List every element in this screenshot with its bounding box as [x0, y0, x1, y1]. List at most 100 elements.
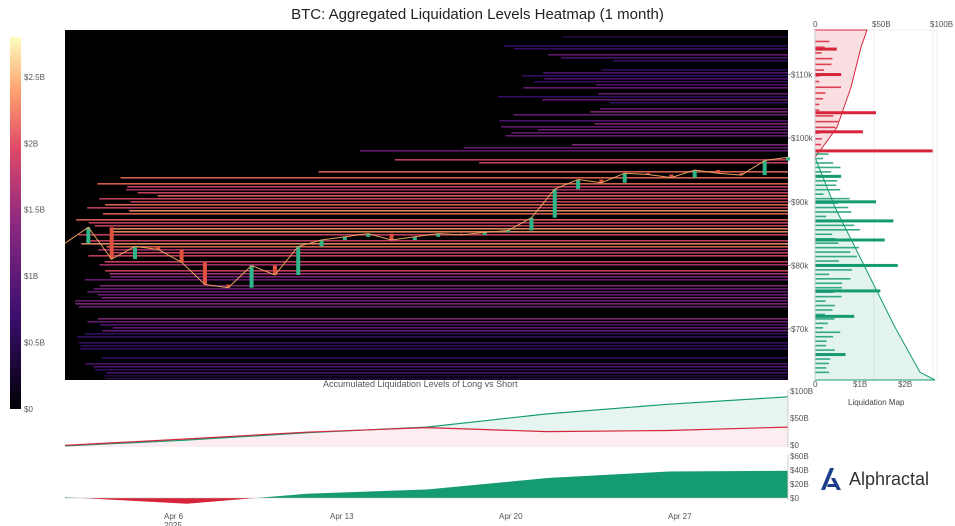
long-liq-bar: [815, 193, 824, 195]
price-tick-label: $80k: [791, 261, 809, 270]
delta-bar-long: [539, 478, 542, 498]
delta-bar-short: [143, 498, 146, 502]
delta-bar-long: [374, 491, 377, 498]
delta-bar-long: [452, 486, 455, 498]
delta-bar-long: [692, 471, 695, 498]
short-liq-bar: [815, 111, 876, 115]
delta-bar-long: [368, 491, 371, 498]
long-liq-bar: [815, 264, 838, 267]
short-liq-bar: [815, 92, 826, 94]
liquidation-band: [499, 120, 788, 122]
delta-bar-long: [665, 471, 668, 498]
delta-bar-long: [410, 489, 413, 498]
long-liq-bar: [815, 358, 831, 360]
price-candle: [319, 240, 324, 247]
delta-bar-long: [314, 493, 317, 498]
long-liq-bar: [815, 224, 855, 227]
liq-top-tick-2: $100B: [930, 20, 953, 29]
delta-bar-long: [476, 484, 479, 498]
delta-bar-long: [446, 487, 449, 498]
price-candle: [692, 170, 697, 178]
price-candle: [576, 179, 581, 190]
delta-bar-long: [341, 492, 344, 498]
delta-bar-long: [518, 480, 521, 498]
colorbar-tick-label: $2.5B: [24, 73, 45, 82]
delta-bar-long: [497, 482, 500, 498]
delta-bar-long: [299, 494, 302, 498]
delta-bar-short: [203, 498, 206, 503]
liquidation-band: [504, 45, 788, 47]
delta-bar-long: [548, 477, 551, 498]
delta-bar-long: [293, 494, 296, 498]
delta-bar-long: [536, 478, 539, 498]
delta-bar-long: [485, 483, 488, 498]
long-liq-bar: [815, 237, 836, 240]
liquidation-band: [112, 327, 788, 329]
liquidation-band: [102, 330, 788, 332]
colorbar-tick-label: $0.5B: [24, 339, 45, 348]
liquidation-band: [543, 72, 788, 74]
delta-bar-long: [662, 471, 665, 498]
long-liq-bar: [815, 309, 833, 311]
liquidation-band: [548, 54, 788, 56]
long-liq-bar: [815, 260, 839, 262]
delta-bar-long: [581, 476, 584, 498]
delta-bar-long: [566, 476, 569, 498]
short-liq-bar: [815, 143, 822, 146]
liquidation-band: [601, 69, 788, 71]
delta-bar-short: [167, 498, 170, 503]
delta-bar-long: [353, 492, 356, 498]
liquidation-band: [609, 102, 788, 104]
liquidation-band: [595, 84, 788, 86]
liquidation-band: [99, 285, 789, 287]
liquidation-band: [544, 78, 788, 80]
delta-bar-short: [110, 498, 113, 500]
long-liq-bar: [815, 153, 829, 155]
liquidation-band: [97, 183, 788, 185]
short-liq-bar: [815, 46, 825, 48]
accum-tick-2: $0: [790, 441, 799, 450]
delta-bar-short: [188, 498, 191, 504]
delta-bar-long: [392, 490, 395, 498]
liquidation-band: [106, 372, 789, 374]
delta-bar-long: [722, 471, 725, 498]
liquidation-band: [105, 270, 788, 272]
liq-bottom-tick-2: $2B: [898, 380, 912, 389]
long-liq-bar: [815, 263, 898, 267]
liquidation-band: [110, 276, 789, 278]
price-candle: [109, 227, 114, 260]
liquidation-band: [571, 144, 788, 146]
time-axis: Apr 6 2025 Apr 13 Apr 20 Apr 27: [164, 512, 692, 526]
liquidation-band: [505, 135, 788, 137]
liquidation-band: [613, 60, 788, 62]
delta-bar-long: [554, 477, 557, 498]
delta-bar-long: [668, 471, 671, 498]
long-liq-bar: [815, 313, 826, 316]
long-liq-bar: [815, 180, 838, 182]
delta-bar-short: [212, 498, 215, 502]
delta-bar-long: [707, 471, 710, 498]
delta-bar-long: [377, 491, 380, 498]
liquidation-band: [463, 147, 788, 149]
delta-bar-long: [365, 491, 368, 498]
delta-bar-long: [746, 471, 749, 498]
liquidation-band: [75, 300, 788, 302]
delta-bar-long: [644, 472, 647, 498]
delta-bar-short: [173, 498, 176, 504]
delta-bar-long: [773, 470, 776, 498]
delta-bar-long: [716, 471, 719, 498]
short-liq-bar: [815, 103, 820, 106]
liquidation-band: [109, 273, 789, 275]
delta-bar-long: [284, 495, 287, 498]
delta-bar-long: [479, 484, 482, 498]
delta-bar-long: [740, 471, 743, 498]
liquidation-band: [88, 222, 788, 224]
liq-bottom-tick-0: 0: [813, 380, 818, 389]
long-liq-bar: [815, 362, 829, 365]
short-liq-bar: [815, 80, 820, 83]
colorbar-gradient: [10, 37, 21, 409]
delta-bar-long: [383, 490, 386, 498]
accumulated-panel: Accumulated Liquidation Levels of Long v…: [64, 379, 813, 450]
liquidation-band: [104, 375, 788, 377]
delta-bar-long: [287, 495, 290, 498]
